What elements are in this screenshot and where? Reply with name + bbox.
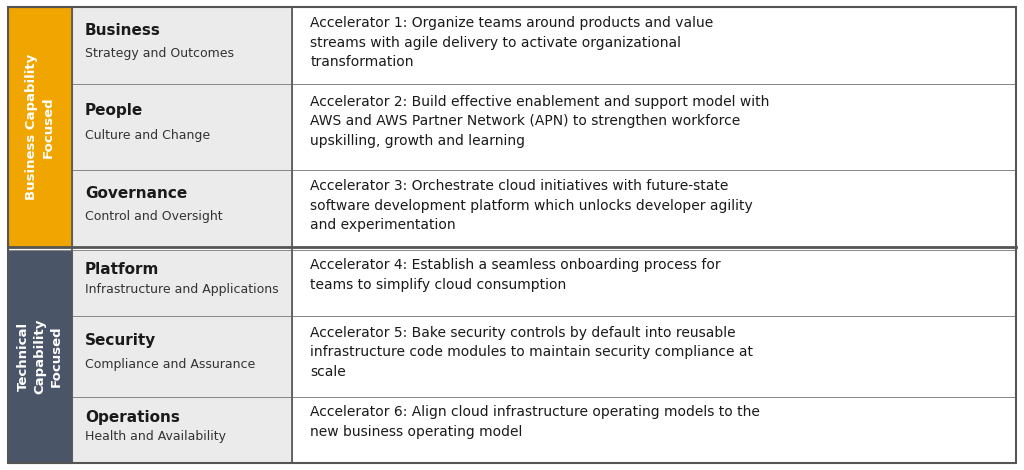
Text: Technical
Capability
Focused: Technical Capability Focused — [17, 319, 62, 394]
Text: Strategy and Outcomes: Strategy and Outcomes — [85, 47, 234, 60]
Text: Security: Security — [85, 333, 157, 348]
Bar — [292, 250, 1016, 316]
Bar — [292, 7, 1016, 85]
Text: Accelerator 2: Build effective enablement and support model with
AWS and AWS Par: Accelerator 2: Build effective enablemen… — [310, 95, 770, 148]
Text: Health and Availability: Health and Availability — [85, 430, 226, 443]
Bar — [72, 85, 292, 170]
Text: Compliance and Assurance: Compliance and Assurance — [85, 358, 255, 371]
Bar — [292, 398, 1016, 463]
Bar — [72, 170, 292, 247]
Bar — [72, 316, 292, 398]
Text: Platform: Platform — [85, 262, 160, 277]
Text: Accelerator 1: Organize teams around products and value
streams with agile deliv: Accelerator 1: Organize teams around pro… — [310, 16, 714, 70]
Text: People: People — [85, 102, 143, 118]
Bar — [292, 170, 1016, 247]
Bar — [292, 85, 1016, 170]
Text: Culture and Change: Culture and Change — [85, 129, 210, 142]
Bar — [8, 250, 72, 463]
Text: Control and Oversight: Control and Oversight — [85, 210, 222, 223]
Text: Accelerator 4: Establish a seamless onboarding process for
teams to simplify clo: Accelerator 4: Establish a seamless onbo… — [310, 258, 721, 291]
Text: Operations: Operations — [85, 409, 180, 424]
Bar — [8, 7, 72, 247]
Text: Accelerator 5: Bake security controls by default into reusable
infrastructure co: Accelerator 5: Bake security controls by… — [310, 326, 754, 378]
Bar — [292, 316, 1016, 398]
Text: Business Capability
Focused: Business Capability Focused — [26, 54, 54, 200]
Text: Infrastructure and Applications: Infrastructure and Applications — [85, 283, 279, 296]
Bar — [72, 250, 292, 316]
Text: Governance: Governance — [85, 186, 187, 201]
Text: Accelerator 6: Align cloud infrastructure operating models to the
new business o: Accelerator 6: Align cloud infrastructur… — [310, 405, 760, 439]
Text: Accelerator 3: Orchestrate cloud initiatives with future-state
software developm: Accelerator 3: Orchestrate cloud initiat… — [310, 179, 753, 232]
Text: Business: Business — [85, 23, 161, 38]
Bar — [72, 398, 292, 463]
Bar — [72, 7, 292, 85]
